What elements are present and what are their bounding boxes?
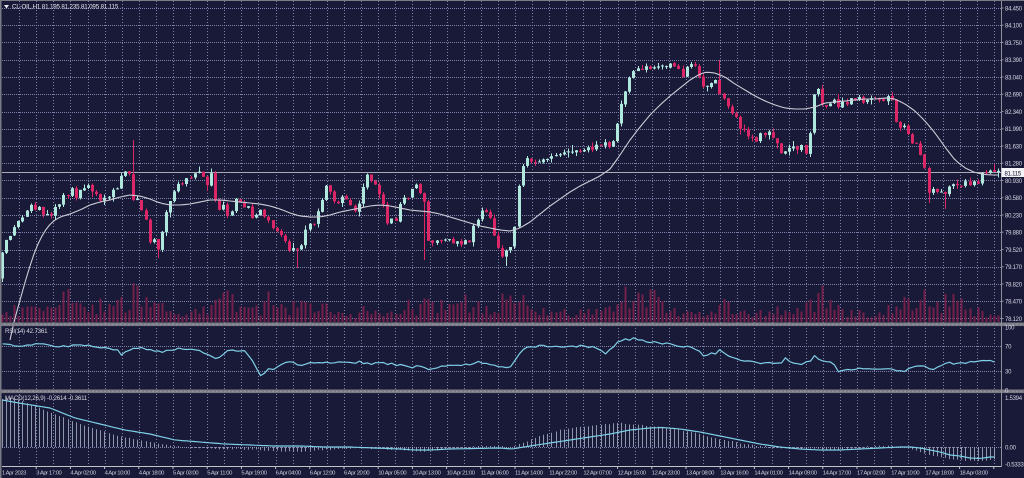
svg-text:11 Apr 06:00: 11 Apr 06:00 (481, 471, 510, 477)
svg-text:13 Apr 08:00: 13 Apr 08:00 (686, 471, 715, 477)
svg-text:78.470: 78.470 (1005, 300, 1023, 306)
svg-text:6 Apr 04:00: 6 Apr 04:00 (276, 471, 302, 477)
svg-text:MACD(12,26,9) -0.2614 -0.3611: MACD(12,26,9) -0.2614 -0.3611 (5, 395, 88, 402)
svg-text:81.630: 81.630 (1005, 144, 1023, 150)
svg-text:4 Apr 18:00: 4 Apr 18:00 (139, 471, 165, 477)
svg-text:10 Apr 05:00: 10 Apr 05:00 (378, 471, 407, 477)
svg-text:0: 0 (1005, 388, 1009, 394)
svg-text:17 Apr 18:00: 17 Apr 18:00 (925, 471, 954, 477)
svg-text:17 Apr 10:00: 17 Apr 10:00 (891, 471, 920, 477)
svg-text:12 Apr 15:00: 12 Apr 15:00 (618, 471, 647, 477)
svg-text:5 Apr 19:00: 5 Apr 19:00 (241, 471, 267, 477)
svg-text:14 Apr 01:00: 14 Apr 01:00 (754, 471, 783, 477)
svg-text:4 Apr 02:00: 4 Apr 02:00 (70, 471, 96, 477)
svg-text:1.5394: 1.5394 (1005, 396, 1023, 402)
svg-text:79.170: 79.170 (1005, 265, 1023, 271)
svg-text:RSI(14) 42.7361: RSI(14) 42.7361 (5, 328, 48, 335)
svg-text:84.450: 84.450 (1005, 6, 1023, 12)
svg-text:81.115: 81.115 (1005, 171, 1022, 177)
svg-text:80.580: 80.580 (1005, 196, 1023, 202)
svg-text:78.820: 78.820 (1005, 282, 1023, 288)
svg-text:6 Apr 12:00: 6 Apr 12:00 (310, 471, 336, 477)
svg-text:80.930: 80.930 (1005, 179, 1023, 185)
svg-text:80.230: 80.230 (1005, 213, 1023, 219)
svg-text:6 Apr 20:00: 6 Apr 20:00 (344, 471, 370, 477)
svg-text:3 Apr 17:00: 3 Apr 17:00 (36, 471, 62, 477)
svg-text:5 Apr 03:00: 5 Apr 03:00 (173, 471, 199, 477)
svg-text:18 Apr 03:00: 18 Apr 03:00 (960, 471, 989, 477)
svg-text:1 Apr 2023: 1 Apr 2023 (2, 471, 27, 477)
svg-text:100: 100 (1005, 325, 1015, 331)
svg-text:11 Apr 22:00: 11 Apr 22:00 (549, 471, 578, 477)
svg-text:70: 70 (1005, 344, 1012, 350)
svg-text:0.00: 0.00 (1005, 445, 1017, 451)
svg-text:17 Apr 02:00: 17 Apr 02:00 (857, 471, 886, 477)
svg-text:79.520: 79.520 (1005, 248, 1023, 254)
svg-text:12 Apr 23:00: 12 Apr 23:00 (652, 471, 681, 477)
svg-text:83.750: 83.750 (1005, 41, 1023, 47)
svg-text:10 Apr 13:00: 10 Apr 13:00 (412, 471, 441, 477)
svg-text:81.280: 81.280 (1005, 162, 1023, 168)
svg-text:10 Apr 21:00: 10 Apr 21:00 (447, 471, 476, 477)
svg-text:84.100: 84.100 (1005, 24, 1023, 30)
svg-text:CL-OIL,H1 81.195 81.235 81.095: CL-OIL,H1 81.195 81.235 81.095 81.115 (12, 4, 119, 11)
svg-text:13 Apr 16:00: 13 Apr 16:00 (720, 471, 749, 477)
svg-text:79.880: 79.880 (1005, 231, 1023, 237)
svg-text:14 Apr 09:00: 14 Apr 09:00 (789, 471, 818, 477)
svg-text:83.040: 83.040 (1005, 75, 1023, 81)
svg-text:30: 30 (1005, 369, 1012, 375)
svg-text:12 Apr 07:00: 12 Apr 07:00 (583, 471, 612, 477)
svg-text:5 Apr 11:00: 5 Apr 11:00 (207, 471, 233, 477)
svg-text:78.120: 78.120 (1005, 317, 1023, 323)
svg-text:83.390: 83.390 (1005, 58, 1023, 64)
svg-text:82.340: 82.340 (1005, 110, 1023, 116)
svg-text:-0.5333: -0.5333 (1005, 462, 1024, 468)
svg-text:82.690: 82.690 (1005, 93, 1023, 99)
svg-text:4 Apr 10:00: 4 Apr 10:00 (105, 471, 131, 477)
svg-text:14 Apr 17:00: 14 Apr 17:00 (823, 471, 852, 477)
svg-text:11 Apr 14:00: 11 Apr 14:00 (515, 471, 544, 477)
svg-text:81.990: 81.990 (1005, 127, 1023, 133)
